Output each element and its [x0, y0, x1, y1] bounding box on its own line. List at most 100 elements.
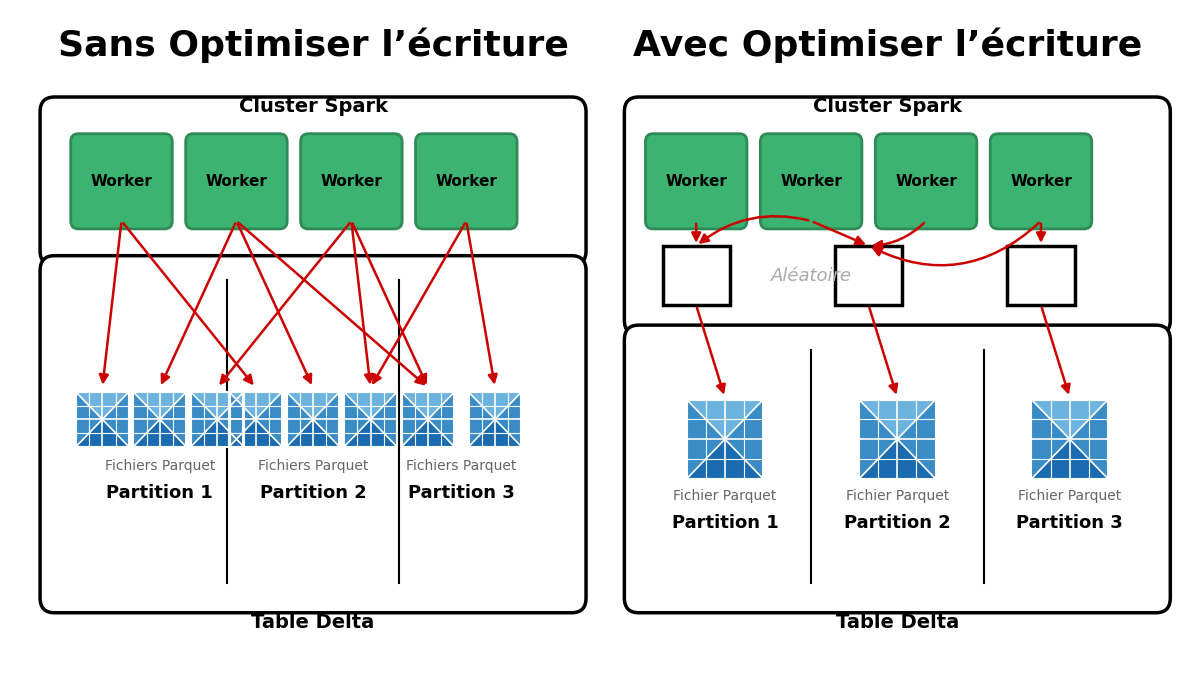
- Polygon shape: [217, 392, 244, 447]
- FancyArrowPatch shape: [874, 223, 924, 249]
- Polygon shape: [287, 392, 313, 447]
- Polygon shape: [496, 392, 521, 447]
- Polygon shape: [428, 392, 455, 447]
- Polygon shape: [859, 400, 936, 439]
- Text: Worker: Worker: [205, 174, 268, 189]
- FancyArrowPatch shape: [238, 224, 311, 383]
- Polygon shape: [76, 392, 128, 447]
- Polygon shape: [191, 392, 217, 447]
- Polygon shape: [859, 400, 898, 479]
- Text: Avec Optimiser l’écriture: Avec Optimiser l’écriture: [634, 28, 1142, 63]
- Polygon shape: [1032, 400, 1108, 479]
- Polygon shape: [686, 400, 763, 439]
- FancyBboxPatch shape: [624, 325, 1170, 613]
- Polygon shape: [686, 400, 763, 479]
- Polygon shape: [229, 392, 256, 447]
- Text: Table Delta: Table Delta: [835, 613, 959, 632]
- Polygon shape: [402, 392, 455, 447]
- Polygon shape: [76, 392, 128, 447]
- Polygon shape: [191, 392, 244, 447]
- Polygon shape: [1069, 400, 1108, 479]
- Polygon shape: [469, 392, 521, 447]
- FancyBboxPatch shape: [662, 245, 730, 305]
- Polygon shape: [76, 420, 128, 447]
- FancyBboxPatch shape: [186, 134, 287, 229]
- Polygon shape: [229, 392, 282, 447]
- FancyBboxPatch shape: [301, 134, 402, 229]
- Text: Partition 3: Partition 3: [408, 483, 515, 502]
- Polygon shape: [402, 420, 455, 447]
- Polygon shape: [859, 439, 936, 479]
- Polygon shape: [1032, 400, 1108, 479]
- Text: Worker: Worker: [780, 174, 842, 189]
- Polygon shape: [102, 392, 128, 447]
- FancyArrowPatch shape: [870, 308, 898, 392]
- FancyArrowPatch shape: [697, 308, 725, 392]
- Text: Cluster Spark: Cluster Spark: [814, 97, 962, 116]
- Polygon shape: [76, 392, 128, 420]
- Polygon shape: [287, 392, 340, 447]
- Text: Worker: Worker: [90, 174, 152, 189]
- Polygon shape: [76, 392, 102, 447]
- Polygon shape: [133, 392, 186, 420]
- FancyArrowPatch shape: [814, 222, 864, 244]
- FancyBboxPatch shape: [415, 134, 517, 229]
- FancyArrowPatch shape: [692, 224, 700, 240]
- FancyBboxPatch shape: [875, 134, 977, 229]
- FancyBboxPatch shape: [990, 134, 1092, 229]
- Text: Fichiers Parquet: Fichiers Parquet: [407, 459, 517, 473]
- Polygon shape: [402, 392, 428, 447]
- Text: Fichier Parquet: Fichier Parquet: [1018, 489, 1121, 503]
- Text: Worker: Worker: [1010, 174, 1072, 189]
- FancyBboxPatch shape: [1008, 245, 1074, 305]
- Text: Worker: Worker: [665, 174, 727, 189]
- Polygon shape: [859, 400, 936, 479]
- Polygon shape: [686, 439, 763, 479]
- Polygon shape: [686, 400, 763, 479]
- Polygon shape: [469, 392, 521, 420]
- Text: Table Delta: Table Delta: [252, 613, 374, 632]
- Polygon shape: [191, 392, 244, 447]
- FancyArrowPatch shape: [100, 224, 121, 382]
- Polygon shape: [287, 392, 340, 420]
- Text: Worker: Worker: [895, 174, 958, 189]
- Polygon shape: [133, 392, 186, 447]
- Polygon shape: [76, 392, 128, 447]
- FancyBboxPatch shape: [624, 97, 1170, 335]
- Polygon shape: [469, 420, 521, 447]
- FancyArrowPatch shape: [373, 224, 464, 383]
- Polygon shape: [898, 400, 936, 479]
- FancyArrowPatch shape: [467, 224, 497, 382]
- Text: Sans Optimiser l’écriture: Sans Optimiser l’écriture: [58, 28, 569, 63]
- Polygon shape: [229, 420, 282, 447]
- Text: Partition 3: Partition 3: [1016, 513, 1123, 532]
- Polygon shape: [229, 392, 282, 420]
- FancyBboxPatch shape: [40, 97, 586, 266]
- Polygon shape: [133, 392, 186, 447]
- Polygon shape: [133, 392, 160, 447]
- Text: Partition 2: Partition 2: [259, 483, 366, 502]
- FancyArrowPatch shape: [701, 216, 809, 242]
- FancyBboxPatch shape: [761, 134, 862, 229]
- Text: Aléatoire: Aléatoire: [770, 267, 852, 284]
- Polygon shape: [859, 400, 936, 479]
- FancyArrowPatch shape: [221, 223, 349, 384]
- Polygon shape: [287, 392, 340, 447]
- Polygon shape: [402, 392, 455, 447]
- Text: Fichiers Parquet: Fichiers Parquet: [258, 459, 368, 473]
- Polygon shape: [344, 392, 397, 447]
- FancyBboxPatch shape: [40, 256, 586, 613]
- Text: Worker: Worker: [436, 174, 497, 189]
- Text: Cluster Spark: Cluster Spark: [239, 97, 388, 116]
- Polygon shape: [344, 420, 397, 447]
- Polygon shape: [1032, 400, 1108, 439]
- Polygon shape: [1032, 439, 1108, 479]
- FancyBboxPatch shape: [71, 134, 173, 229]
- Text: Partition 2: Partition 2: [844, 513, 950, 532]
- Polygon shape: [371, 392, 397, 447]
- Polygon shape: [469, 392, 496, 447]
- Polygon shape: [229, 392, 282, 447]
- Polygon shape: [229, 392, 282, 447]
- Polygon shape: [402, 392, 455, 420]
- Polygon shape: [160, 392, 186, 447]
